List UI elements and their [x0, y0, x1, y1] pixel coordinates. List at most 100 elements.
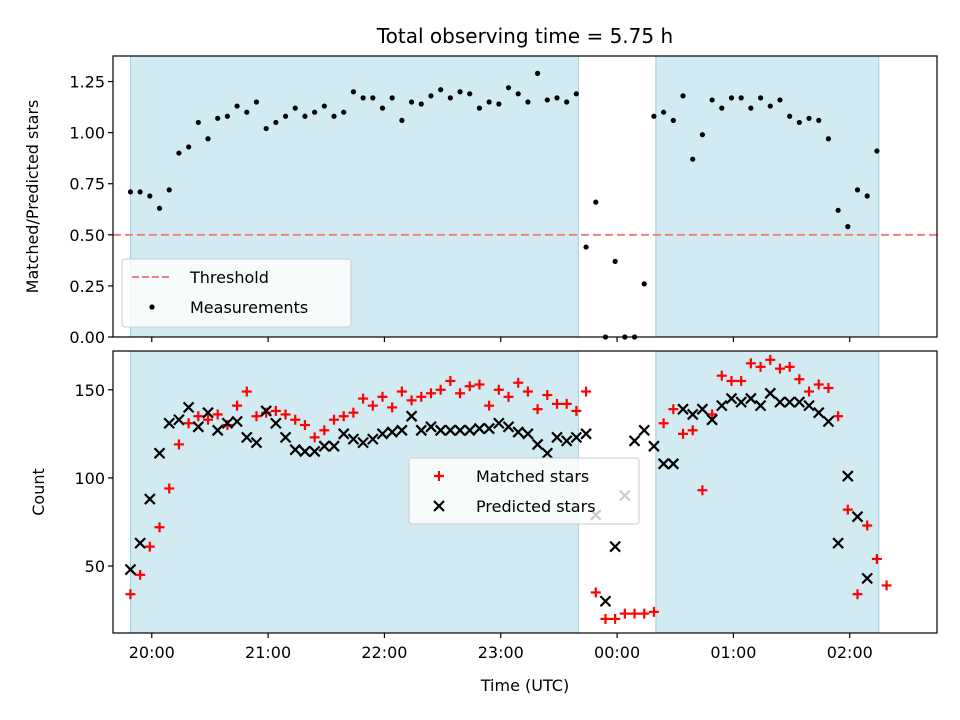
predicted-star-point	[173, 413, 185, 426]
measurement-point	[195, 119, 201, 126]
top-y-axis-label: Matched/Predicted stars	[23, 100, 42, 294]
bottom-legend-box	[408, 457, 640, 525]
measurement-point	[331, 113, 337, 119]
matched-star-point	[678, 428, 689, 439]
measurement-point	[806, 115, 812, 121]
matched-star-point	[377, 391, 388, 402]
measurement-point	[215, 115, 221, 121]
predicted-star-point	[415, 424, 428, 437]
matched-star-point	[571, 405, 582, 416]
predicted-star-point	[706, 413, 718, 426]
predicted-star-point	[822, 415, 835, 428]
matched-star-point	[241, 386, 252, 397]
predicted-star-point	[803, 399, 815, 412]
predicted-star-point	[454, 424, 466, 437]
matched-star-point	[173, 439, 184, 450]
matched-star-point	[164, 483, 175, 494]
y-tick-label: 0.75	[69, 175, 105, 194]
matched-star-point	[484, 400, 495, 411]
matched-star-point	[144, 541, 155, 552]
matched-star-point	[629, 608, 640, 619]
measurement-point	[379, 105, 386, 111]
predicted-star-point	[396, 424, 408, 437]
matched-star-point	[581, 386, 592, 397]
matched-star-point	[270, 405, 281, 416]
top-panel: 0.00 0.25 0.50 0.75 1.00 1.25 Matched/Predict…	[23, 55, 938, 347]
predicted-star-point	[270, 417, 282, 430]
matched-star-point	[435, 384, 446, 395]
measurement-point	[302, 113, 308, 119]
measurement-point	[166, 187, 172, 193]
predicted-star-point	[551, 431, 563, 444]
predicted-star-point	[144, 493, 156, 505]
measurement-point	[505, 85, 512, 91]
bottom-legend: Matched stars Predicted stars	[408, 457, 640, 525]
bottom-y-axis-label: Count	[29, 468, 48, 516]
predicted-star-point	[386, 426, 398, 438]
matched-star-point	[455, 388, 466, 399]
measurement-point	[312, 109, 318, 115]
measurement-point	[447, 95, 453, 101]
matched-star-point	[755, 361, 766, 372]
predicted-star-point	[483, 422, 495, 435]
predicted-star-point	[531, 438, 544, 451]
predicted-star-point	[793, 396, 806, 408]
predicted-star-point	[289, 443, 302, 456]
measurement-point	[234, 103, 240, 109]
matched-star-point	[784, 361, 795, 372]
measurement-point	[244, 109, 250, 115]
matched-star-point	[125, 589, 136, 600]
measurement-point	[127, 189, 134, 195]
predicted-star-point	[832, 537, 844, 549]
measurement-point	[554, 95, 560, 101]
measurement-point	[845, 224, 851, 230]
matched-star-point	[387, 402, 398, 413]
matched-star-point	[493, 384, 504, 395]
measurement-point	[408, 99, 415, 105]
measurement-point	[428, 93, 434, 99]
measurement-point	[796, 119, 802, 126]
legend-matched-label: Matched stars	[476, 467, 589, 486]
measurement-point	[583, 244, 589, 250]
matched-star-point	[794, 374, 805, 385]
measurement-point	[176, 150, 182, 156]
matched-star-point	[290, 414, 301, 425]
matched-star-point	[600, 613, 611, 624]
legend-predicted-swatch	[433, 500, 445, 512]
y-tick-label: 1.00	[69, 124, 105, 143]
matched-star-point	[280, 409, 291, 420]
bottom-axes-frame	[112, 350, 938, 634]
matched-star-point	[804, 386, 815, 397]
matched-star-point	[852, 589, 863, 600]
predicted-star-point	[463, 424, 476, 437]
top-legend: Threshold Measurements	[121, 258, 352, 328]
matched-star-point	[183, 418, 194, 429]
predicted-star-point	[842, 470, 854, 482]
bottom-star-points	[124, 354, 892, 624]
legend-threshold-label: Threshold	[189, 268, 269, 287]
matched-star-point	[319, 425, 330, 436]
matched-star-point	[765, 354, 776, 365]
bottom-observing-windows	[129, 350, 880, 634]
matched-star-point	[745, 358, 756, 369]
measurement-point	[486, 99, 492, 105]
predicted-star-point	[861, 572, 873, 585]
matched-star-point	[842, 504, 853, 515]
bottom-x-ticks: 20:00 21:00 22:00 23:00 00:00 01:00 02:00	[129, 633, 873, 662]
predicted-star-point	[716, 399, 728, 412]
observing-window	[655, 55, 880, 338]
predicted-star-point	[657, 458, 670, 470]
measurement-point	[612, 258, 618, 264]
matched-star-point	[445, 375, 456, 386]
predicted-star-point	[648, 440, 660, 452]
legend-measurements-swatch	[149, 304, 155, 310]
predicted-star-point	[231, 415, 243, 428]
legend-plus-marker	[434, 471, 444, 481]
measurement-point	[341, 109, 347, 115]
predicted-star-point	[735, 396, 747, 408]
measurement-point	[641, 281, 647, 287]
measurement-point	[360, 95, 366, 101]
measurement-point	[292, 105, 298, 111]
measurement-point	[321, 103, 327, 109]
